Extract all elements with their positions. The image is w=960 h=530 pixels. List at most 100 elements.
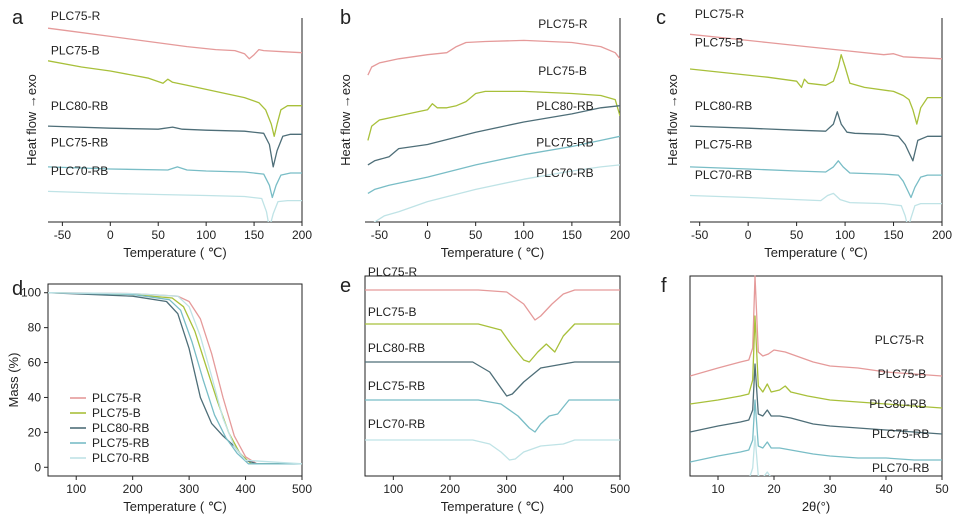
x-tick-label: 30	[823, 482, 837, 496]
series-line-plc75-r	[48, 292, 302, 465]
panel-letter: d	[12, 278, 23, 300]
series-label-plc80-rb: PLC80-RB	[51, 99, 108, 113]
series-line-plc75-b	[367, 90, 620, 141]
series-line-plc70-rb	[365, 439, 620, 461]
series-label-plc75-r: PLC75-R	[51, 9, 101, 23]
series-label-plc70-rb: PLC70-RB	[51, 164, 108, 178]
plot-frame	[364, 275, 621, 477]
x-tick-label: -50	[54, 228, 72, 242]
series-line-plc70-rb	[373, 164, 620, 222]
panel-a: -50 0 50 100 150 200 Temperature ( ℃) Heat flow…	[12, 7, 312, 260]
panel-d: 100 200 300 400 500 0 20 40 60 80 100 Temperature (…	[6, 278, 312, 514]
series-label-plc75-r: PLC75-R	[368, 265, 418, 279]
series-line-plc75-rb	[690, 160, 942, 199]
x-axis-label: Temperature ( ℃)	[764, 245, 867, 260]
x-tick-label: 100	[196, 228, 216, 242]
series-line-plc75-rb	[690, 399, 942, 463]
series-line-plc80-rb	[48, 292, 302, 465]
series-label-plc75-r: PLC75-R	[538, 17, 588, 31]
y-tick-label: 60	[28, 356, 42, 370]
series-label-plc75-rb: PLC75-RB	[695, 138, 752, 152]
panel-letter: b	[340, 7, 351, 29]
y-axis-label: Heat flow →exo	[665, 74, 680, 166]
x-tick-label: -50	[691, 228, 709, 242]
x-tick-label: 300	[179, 482, 199, 496]
x-tick-label: 150	[562, 228, 582, 242]
y-axis-label: Heat flow →exo	[338, 74, 353, 166]
series-label-plc70-rb: PLC70-RB	[536, 166, 593, 180]
panel-letter: c	[656, 7, 666, 29]
x-tick-label: 50	[152, 228, 166, 242]
x-tick-label: 150	[884, 228, 904, 242]
plot-frame	[47, 283, 303, 477]
series-line-plc70-rb	[749, 435, 771, 476]
x-tick-label: 20	[767, 482, 781, 496]
series-line-plc75-rb	[48, 166, 302, 199]
y-tick-label: 0	[34, 460, 41, 474]
series-line-plc75-r	[690, 275, 942, 377]
series-line-plc75-b	[690, 54, 942, 125]
legend-entry: PLC75-B	[92, 406, 141, 420]
x-tick-label: 500	[610, 482, 630, 496]
series-label-plc75-b: PLC75-B	[368, 305, 417, 319]
legend-entry: PLC80-RB	[92, 421, 149, 435]
x-tick-label: 50	[469, 228, 483, 242]
x-tick-label: 100	[66, 482, 86, 496]
series-line-plc75-r	[365, 289, 620, 321]
series-label-plc70-rb: PLC70-RB	[695, 168, 752, 182]
x-tick-label: 200	[292, 228, 312, 242]
y-axis-label: Mass (%)	[6, 353, 21, 408]
series-line-plc70-rb	[48, 292, 302, 465]
x-tick-label: 10	[711, 482, 725, 496]
x-tick-label: 0	[745, 228, 752, 242]
x-tick-label: 50	[935, 482, 949, 496]
x-tick-label: 200	[440, 482, 460, 496]
x-tick-label: -50	[371, 228, 389, 242]
y-axis-label: Heat flow →exo	[24, 74, 39, 166]
legend-entry: PLC75-R	[92, 391, 142, 405]
series-label-plc80-rb: PLC80-RB	[695, 99, 752, 113]
series-line-plc80-rb	[365, 361, 620, 397]
x-tick-label: 400	[236, 482, 256, 496]
y-tick-label: 100	[21, 286, 41, 300]
x-axis-label: Temperature ( ℃)	[123, 499, 226, 514]
x-tick-label: 200	[610, 228, 630, 242]
series-line-plc80-rb	[690, 111, 942, 162]
x-tick-label: 0	[107, 228, 114, 242]
series-label-plc70-rb: PLC70-RB	[872, 461, 929, 475]
x-tick-label: 40	[879, 482, 893, 496]
panel-b: -50 0 50 100 150 200 Temperature ( ℃) Heat flow…	[338, 7, 630, 260]
x-axis-label: Temperature ( ℃)	[123, 245, 226, 260]
panel-letter: e	[340, 275, 351, 297]
legend-entry: PLC70-RB	[92, 451, 149, 465]
x-axis-label: Temperature ( ℃)	[441, 245, 544, 260]
series-label-plc75-b: PLC75-B	[538, 64, 587, 78]
series-label-plc75-rb: PLC75-RB	[536, 136, 593, 150]
legend-entry: PLC75-RB	[92, 436, 149, 450]
series-line-plc75-r	[690, 33, 942, 60]
series-label-plc80-rb: PLC80-RB	[869, 397, 926, 411]
series-line-plc70-rb	[690, 192, 942, 222]
x-tick-label: 200	[123, 482, 143, 496]
x-tick-label: 100	[835, 228, 855, 242]
series-line-plc75-b	[690, 315, 942, 409]
series-line-plc75-b	[48, 292, 302, 465]
series-label-plc80-rb: PLC80-RB	[368, 341, 425, 355]
series-line-plc80-rb	[690, 363, 942, 435]
series-line-plc75-rb	[365, 399, 620, 433]
series-label-plc70-rb: PLC70-RB	[368, 417, 425, 431]
panel-f: 10 20 30 40 50 2θ(°) f PLC75-R PLC75-B PLC80-RB PL…	[661, 275, 949, 514]
y-tick-label: 80	[28, 321, 42, 335]
series-line-plc75-r	[367, 39, 620, 76]
x-tick-label: 100	[383, 482, 403, 496]
x-tick-label: 100	[514, 228, 534, 242]
x-tick-label: 200	[932, 228, 952, 242]
series-line-plc80-rb	[48, 125, 302, 168]
panel-letter: a	[12, 7, 24, 29]
series-line-plc75-r	[48, 27, 302, 60]
series-label-plc75-b: PLC75-B	[51, 44, 100, 58]
y-tick-label: 40	[28, 390, 42, 404]
x-tick-label: 50	[790, 228, 804, 242]
series-label-plc75-rb: PLC75-RB	[51, 136, 108, 150]
series-label-plc75-r: PLC75-R	[695, 7, 745, 21]
